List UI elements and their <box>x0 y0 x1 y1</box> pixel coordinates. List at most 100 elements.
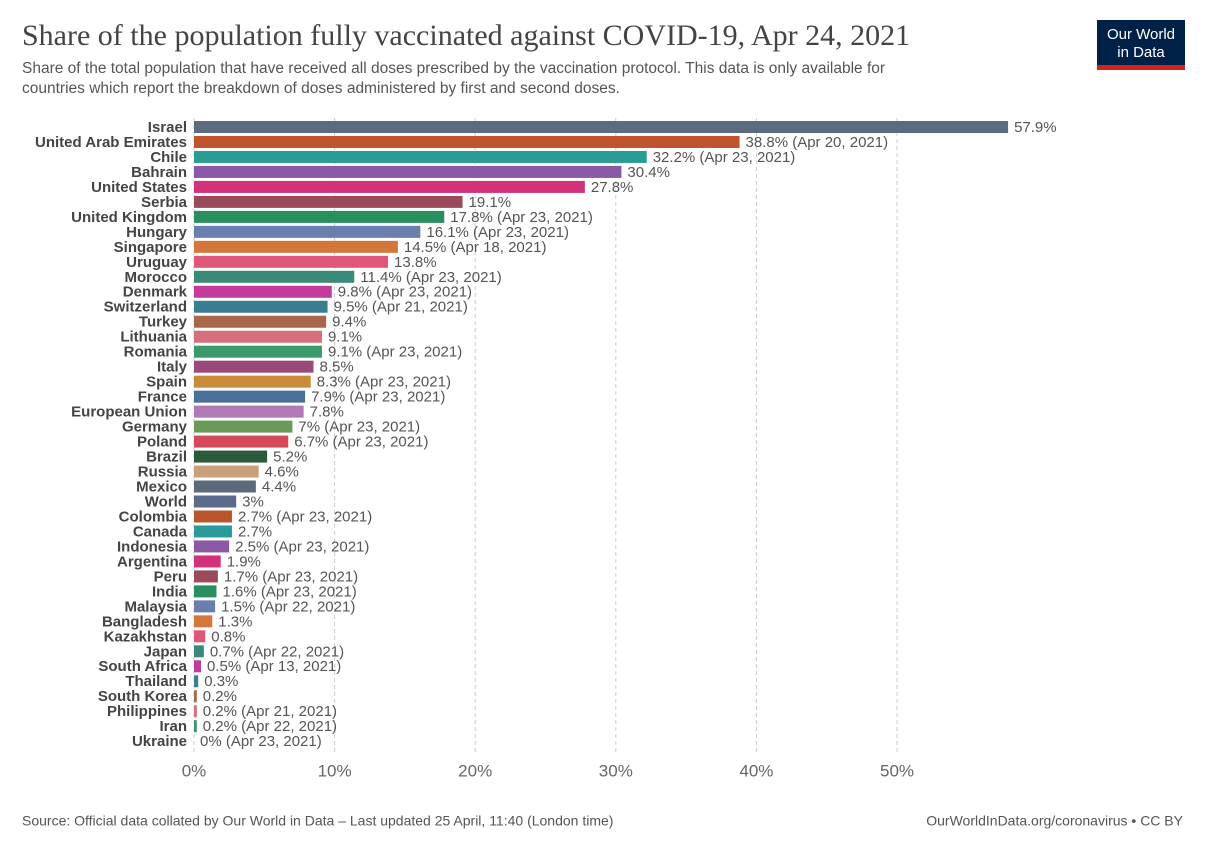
y-tick-label: World <box>145 493 187 510</box>
value-label: 0% (Apr 23, 2021) <box>200 733 322 750</box>
x-tick-label: 20% <box>458 761 492 780</box>
bar <box>194 585 217 598</box>
value-label: 6.7% (Apr 23, 2021) <box>294 434 428 451</box>
y-tick-label: European Union <box>71 404 187 421</box>
bar <box>194 315 327 328</box>
bar <box>194 675 199 688</box>
value-label: 4.4% <box>262 478 296 495</box>
logo-text: in Data <box>1117 44 1165 61</box>
y-tick-label: Uruguay <box>126 254 188 271</box>
chart-title: Share of the population fully vaccinated… <box>22 19 910 52</box>
value-label: 9.4% <box>332 314 366 331</box>
bar <box>194 540 230 553</box>
value-label: 1.9% <box>227 553 261 570</box>
value-label: 0.2% <box>203 688 237 705</box>
value-label: 3% <box>242 493 264 510</box>
value-label: 38.8% (Apr 20, 2021) <box>746 134 889 151</box>
value-label: 14.5% (Apr 18, 2021) <box>404 239 547 256</box>
y-tick-label: United Arab Emirates <box>35 134 187 151</box>
y-tick-label: Brazil <box>146 449 187 466</box>
value-label: 2.5% (Apr 23, 2021) <box>235 538 369 555</box>
value-label: 7% (Apr 23, 2021) <box>298 419 420 436</box>
value-label: 9.8% (Apr 23, 2021) <box>338 284 472 301</box>
bar <box>194 600 216 613</box>
y-tick-label: Mexico <box>136 478 187 495</box>
bar <box>194 705 197 718</box>
y-tick-label: Serbia <box>141 194 188 211</box>
y-tick-label: Thailand <box>125 673 187 690</box>
value-label: 1.5% (Apr 22, 2021) <box>221 598 355 615</box>
value-label: 4.6% <box>265 464 299 481</box>
bar <box>194 210 445 223</box>
bar <box>194 510 232 523</box>
y-tick-label: Lithuania <box>120 329 187 346</box>
value-label: 1.6% (Apr 23, 2021) <box>222 583 356 600</box>
bar <box>194 150 647 163</box>
value-label: 57.9% <box>1014 119 1057 136</box>
bar <box>194 660 202 673</box>
value-label: 27.8% <box>591 179 634 196</box>
bar <box>194 405 304 418</box>
bar <box>194 435 289 448</box>
value-label: 0.5% (Apr 13, 2021) <box>207 658 341 675</box>
bar <box>194 645 204 658</box>
value-label: 2.7% <box>238 523 272 540</box>
bar <box>194 375 311 388</box>
value-label: 2.7% (Apr 23, 2021) <box>238 508 372 525</box>
y-tick-label: India <box>152 583 188 600</box>
y-tick-label: Bangladesh <box>102 613 187 630</box>
value-label: 9.5% (Apr 21, 2021) <box>334 299 468 316</box>
bar <box>194 165 622 178</box>
bar <box>194 450 268 463</box>
y-tick-label: Germany <box>122 419 188 436</box>
value-label: 19.1% <box>469 194 512 211</box>
y-tick-label: Bahrain <box>131 164 187 181</box>
bar <box>194 195 463 208</box>
bar <box>194 720 197 733</box>
y-tick-label: Morocco <box>124 269 187 286</box>
value-label: 13.8% <box>394 254 437 271</box>
value-label: 8.3% (Apr 23, 2021) <box>317 374 451 391</box>
y-tick-label: Japan <box>144 643 187 660</box>
value-label: 1.3% <box>218 613 252 630</box>
bar <box>194 525 232 538</box>
value-label: 7.9% (Apr 23, 2021) <box>311 389 445 406</box>
value-label: 30.4% <box>627 164 670 181</box>
bar <box>194 255 389 268</box>
x-tick-label: 30% <box>599 761 633 780</box>
y-tick-label: South Africa <box>98 658 187 675</box>
y-tick-label: Spain <box>146 374 187 391</box>
logo-box <box>1097 20 1185 70</box>
logo-strip <box>1097 65 1185 70</box>
y-tick-label: Argentina <box>117 553 188 570</box>
y-tick-label: United States <box>91 179 187 196</box>
y-tick-label: Singapore <box>114 239 187 256</box>
value-label: 0.3% <box>204 673 238 690</box>
value-label: 9.1% (Apr 23, 2021) <box>328 344 462 361</box>
y-tick-label: Poland <box>137 434 187 451</box>
bar <box>194 270 355 283</box>
y-tick-label: Turkey <box>139 314 188 331</box>
y-tick-label: Iran <box>159 718 187 735</box>
y-tick-label: Canada <box>133 523 188 540</box>
bar <box>194 480 256 493</box>
value-label: 16.1% (Apr 23, 2021) <box>426 224 569 241</box>
y-tick-label: Peru <box>154 568 187 585</box>
bar <box>194 615 213 628</box>
x-tick-label: 40% <box>739 761 773 780</box>
y-tick-label: Chile <box>150 149 187 166</box>
bar <box>194 555 221 568</box>
bar <box>194 330 322 343</box>
bar <box>194 300 328 313</box>
x-tick-label: 0% <box>182 761 207 780</box>
y-tick-label: Ukraine <box>132 733 187 750</box>
logo-text: Our World <box>1107 26 1175 43</box>
y-tick-label: Switzerland <box>104 299 187 316</box>
bar <box>194 225 421 238</box>
y-tick-label: Israel <box>148 119 187 136</box>
y-tick-label: Kazakhstan <box>104 628 187 645</box>
bar <box>194 240 398 253</box>
y-tick-label: France <box>138 389 187 406</box>
bar <box>194 570 218 583</box>
